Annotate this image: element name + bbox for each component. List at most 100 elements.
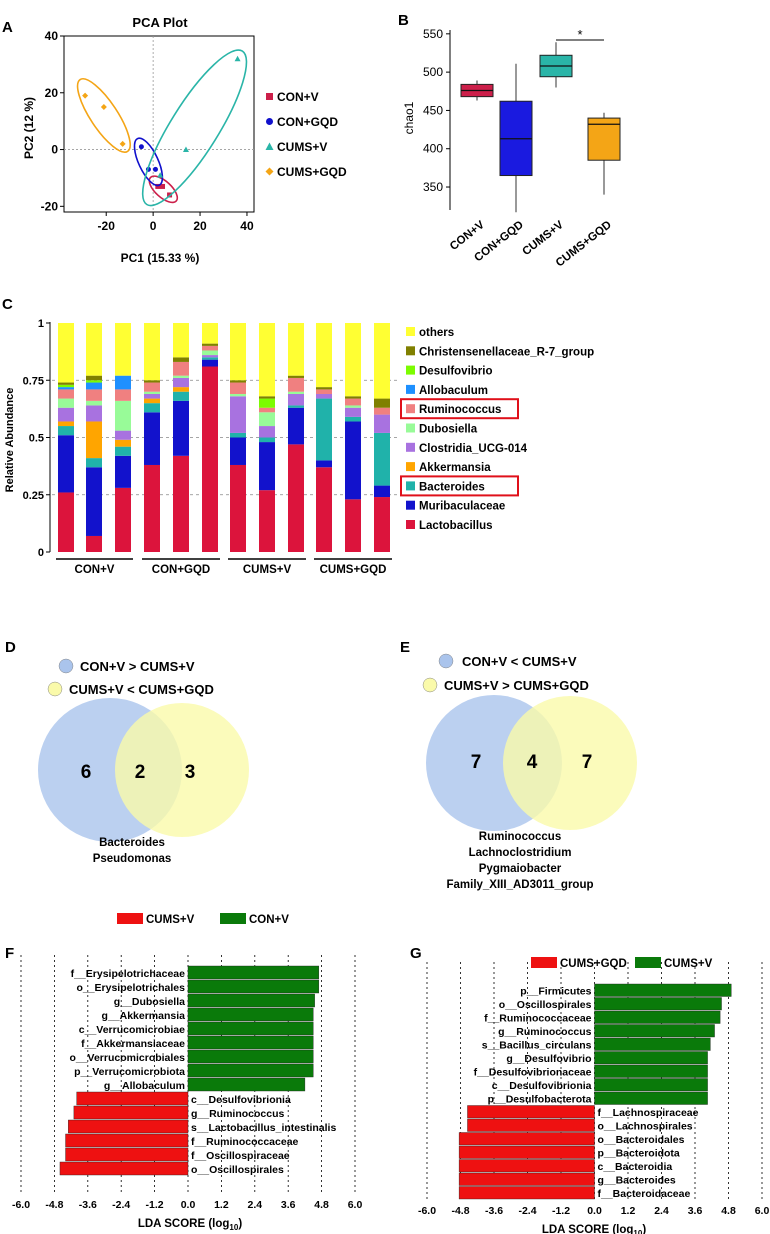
pca-plot-frame	[63, 35, 255, 213]
abundance-segment	[259, 323, 275, 397]
abundance-segment	[316, 398, 332, 461]
abundance-y-tick-label: 0.25	[23, 490, 44, 502]
pca-y-tick-label: -20	[41, 199, 59, 213]
lda-x-tick-label: 2.4	[654, 1205, 669, 1217]
group-label: CUMS+V	[243, 564, 292, 576]
abundance-segment	[58, 492, 74, 552]
abundance-segment	[58, 426, 74, 436]
venn-d-set-1-label: CON+V > CUMS+V	[80, 659, 195, 674]
lda-bar	[467, 1105, 595, 1119]
lda-bar	[467, 1118, 595, 1132]
abundance-segment	[86, 458, 102, 468]
lda-bar	[458, 1132, 595, 1146]
abundance-segment	[230, 382, 246, 394]
taxon-legend-label: Akkermansia	[419, 462, 491, 474]
pca-point	[138, 144, 144, 150]
lda-x-label-sub: 10	[633, 1229, 642, 1234]
pca-x-tick-label: 0	[150, 219, 157, 233]
abundance-segment	[144, 403, 160, 413]
venn-d-count-1: 6	[81, 762, 92, 783]
venn-d-legend-dot-1	[58, 658, 74, 674]
taxon-legend-swatch	[406, 500, 415, 510]
lda-x-tick-label: -6.0	[418, 1205, 436, 1217]
highlight-box	[400, 475, 519, 497]
abundance-segment	[316, 460, 332, 468]
abundance-segment	[173, 357, 189, 362]
pca-point	[234, 55, 241, 62]
abundance-segment	[144, 393, 160, 399]
abundance-segment	[374, 432, 390, 486]
abundance-segment	[202, 323, 218, 344]
abundance-segment	[202, 359, 218, 367]
abundance-segment	[345, 323, 361, 397]
abundance-segment	[374, 323, 390, 399]
lda-bar-label: o__Bacteroidales	[598, 1134, 685, 1146]
lda-bar-label: c__Desulfovibrionia	[191, 1094, 291, 1106]
lda-legend-label: CUMS+GQD	[560, 958, 627, 970]
abundance-segment	[115, 439, 131, 447]
abundance-segment	[86, 421, 102, 459]
abundance-segment	[115, 323, 131, 376]
venn-d-circle-2	[115, 703, 249, 837]
pca-x-tick-label: -20	[98, 219, 116, 233]
lda-bar-label: p__Verrucomicrobiota	[74, 1066, 185, 1078]
lda-bar	[594, 1037, 711, 1051]
lda-bar	[65, 1133, 189, 1148]
lda-x-label-sub: 10	[229, 1223, 238, 1232]
lda-bar-label: c__Verrucomicrobiae	[79, 1024, 185, 1036]
lda-x-tick-label: 4.8	[314, 1199, 329, 1211]
taxon-legend-swatch	[406, 423, 415, 433]
venn-d-count-intersection: 2	[135, 762, 146, 783]
abundance-segment	[86, 535, 102, 552]
abundance-segment	[288, 405, 304, 408]
lda-x-label-close: )	[642, 1224, 646, 1234]
abundance-segment	[259, 396, 275, 399]
lda-bar-label: f__Erysipelotrichaceae	[71, 968, 186, 980]
lda-bar-label: f__Oscillospiraceae	[191, 1150, 290, 1162]
panel-letter-a: A	[2, 19, 13, 36]
pca-point	[160, 183, 166, 189]
lda-legend-label: CUMS+V	[146, 914, 195, 926]
venn-e-legend-dot-1	[438, 653, 454, 669]
pca-point	[100, 103, 107, 110]
lda-bar	[458, 1159, 595, 1173]
abundance-segment	[115, 446, 131, 456]
abundance-segment	[86, 375, 102, 381]
pca-confidence-ellipse	[76, 78, 131, 153]
lda-bar	[187, 965, 320, 980]
pca-legend-label: CUMS+GQD	[277, 165, 347, 179]
box-category-label: CUMS+V	[520, 219, 566, 258]
abundance-y-tick-label: 0.75	[23, 375, 44, 387]
box-y-tick-label: 400	[423, 142, 443, 156]
abundance-segment	[202, 345, 218, 351]
abundance-segment	[202, 357, 218, 360]
lda-x-tick-label: 6.0	[348, 1199, 363, 1211]
abundance-segment	[374, 485, 390, 498]
lda-bar	[594, 997, 722, 1011]
box-y-label: chao1	[402, 101, 416, 134]
lda-bar-label: s__Bacillus_circulans	[482, 1040, 592, 1052]
venn-e-count-intersection: 4	[527, 752, 538, 773]
lda-bar-label: g__Dubosiella	[114, 996, 185, 1008]
abundance-segment	[288, 377, 304, 392]
panel-letter-e: E	[400, 639, 410, 656]
pca-title: PCA Plot	[132, 15, 188, 30]
abundance-segment	[288, 393, 304, 406]
panel-letter-g: G	[410, 945, 422, 962]
taxon-legend-swatch	[406, 346, 415, 356]
lda-bar-label: f__Akkermansiaceae	[81, 1038, 185, 1050]
venn-d-count-2: 3	[185, 762, 196, 783]
pca-y-tick-label: 0	[51, 143, 58, 157]
abundance-segment	[202, 366, 218, 552]
taxon-legend-label: Muribaculaceae	[419, 501, 505, 513]
abundance-segment	[230, 437, 246, 465]
taxon-legend-swatch	[406, 481, 415, 491]
abundance-segment	[230, 432, 246, 438]
taxon-legend-swatch	[406, 384, 415, 394]
pca-legend-item: CUMS+V	[265, 140, 327, 154]
pca-legend-item: CON+GQD	[266, 115, 338, 129]
abundance-segment	[144, 398, 160, 404]
abundance-segment	[58, 407, 74, 422]
taxon-legend-label: Clostridia_UCG-014	[419, 443, 528, 455]
taxon-legend-swatch	[406, 520, 415, 529]
